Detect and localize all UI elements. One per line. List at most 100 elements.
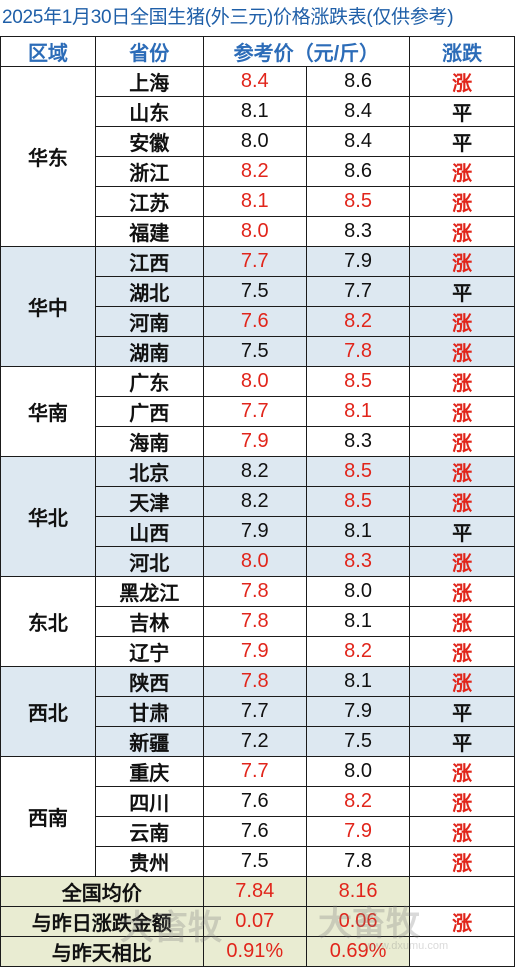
province-cell: 黑龙江 [94,576,204,607]
price-yesterday-cell: 7.6 [202,786,307,817]
price-today-cell: 8.2 [305,306,411,337]
price-today-cell: 8.2 [305,786,411,817]
summary-label: 与昨天相比 [0,936,204,967]
province-cell: 北京 [94,456,204,487]
price-today-cell: 8.3 [305,216,411,247]
trend-cell: 平 [409,96,515,127]
header-region: 区域 [0,36,96,67]
trend-cell: 涨 [409,816,515,847]
price-yesterday-cell: 7.7 [202,696,307,727]
price-yesterday-cell: 7.8 [202,576,307,607]
table-row: 华南 广东 8.0 8.5 涨 [0,366,515,457]
price-today-cell: 8.1 [305,396,411,427]
header-price: 参考价（元/斤） [202,36,411,67]
table-row: 西南 重庆 7.7 8.0 涨 [0,756,515,877]
trend-cell: 平 [409,516,515,547]
price-yesterday-cell: 8.0 [202,126,307,157]
province-cell: 吉林 [94,606,204,637]
province-cell: 山东 [94,96,204,127]
price-today-cell: 8.6 [305,66,411,97]
price-yesterday-cell: 8.0 [202,216,307,247]
region-cell: 西南 [0,756,96,877]
price-today-cell: 8.5 [305,486,411,517]
province-cell: 甘肃 [94,696,204,727]
province-cell: 河北 [94,546,204,577]
summary-yesterday: 0.07 [202,906,307,937]
price-yesterday-cell: 8.1 [202,186,307,217]
price-today-cell: 8.5 [305,186,411,217]
trend-cell: 涨 [409,396,515,427]
province-cell: 海南 [94,426,204,457]
summary-row: 与昨日涨跌金额 0.07 0.06 涨 [0,906,515,937]
summary-row: 全国均价 7.84 8.16 [0,876,515,907]
price-yesterday-cell: 7.9 [202,636,307,667]
header-trend: 涨跌 [409,36,515,67]
province-cell: 河南 [94,306,204,337]
price-today-cell: 8.4 [305,96,411,127]
summary-trend [409,876,515,907]
price-today-cell: 7.9 [305,816,411,847]
province-cell: 江苏 [94,186,204,217]
price-yesterday-cell: 7.5 [202,846,307,877]
price-today-cell: 8.3 [305,426,411,457]
province-cell: 天津 [94,486,204,517]
trend-cell: 涨 [409,366,515,397]
trend-cell: 平 [409,126,515,157]
province-cell: 山西 [94,516,204,547]
summary-row: 与昨天相比 0.91% 0.69% [0,936,515,967]
price-yesterday-cell: 8.1 [202,96,307,127]
summary-label: 全国均价 [0,876,204,907]
table-row: 山西 7.9 8.1 平 [1,516,515,547]
price-today-cell: 8.1 [305,606,411,637]
region-cell: 西北 [0,666,96,757]
summary-trend: 涨 [409,906,515,937]
province-cell: 贵州 [94,846,204,877]
summary-yesterday: 0.91% [202,936,307,967]
price-today-cell: 8.0 [305,576,411,607]
trend-cell: 涨 [409,576,515,607]
price-today-cell: 8.2 [305,636,411,667]
trend-cell: 平 [409,726,515,757]
region-cell: 华南 [0,366,96,457]
table-row: 河北 8.0 8.3 涨 [1,546,515,577]
trend-cell: 涨 [409,186,515,217]
region-cell: 华东 [0,66,96,247]
price-yesterday-cell: 8.2 [202,156,307,187]
price-yesterday-cell: 7.5 [202,276,307,307]
price-yesterday-cell: 7.9 [202,426,307,457]
province-cell: 辽宁 [94,636,204,667]
trend-cell: 涨 [409,846,515,877]
trend-cell: 涨 [409,486,515,517]
trend-cell: 涨 [409,456,515,487]
price-yesterday-cell: 7.7 [202,246,307,277]
region-cell: 华中 [0,246,96,367]
table-row: 甘肃 7.7 7.9 平 [1,696,515,727]
province-cell: 江西 [94,246,204,277]
trend-cell: 涨 [409,546,515,577]
price-today-cell: 8.5 [305,456,411,487]
province-cell: 安徽 [94,126,204,157]
summary-yesterday: 7.84 [202,876,307,907]
trend-cell: 涨 [409,426,515,457]
table-row: 浙江 8.2 8.6 涨 [1,156,515,187]
price-today-cell: 7.5 [305,726,411,757]
header-row: 区域 省份 参考价（元/斤） 涨跌 [0,36,515,67]
price-yesterday-cell: 7.2 [202,726,307,757]
price-yesterday-cell: 7.8 [202,666,307,697]
price-yesterday-cell: 7.8 [202,606,307,637]
price-yesterday-cell: 7.7 [202,396,307,427]
price-yesterday-cell: 7.5 [202,336,307,367]
table-row: 安徽 8.0 8.4 平 [1,126,515,157]
price-yesterday-cell: 7.9 [202,516,307,547]
trend-cell: 涨 [409,336,515,367]
trend-cell: 涨 [409,216,515,247]
province-cell: 浙江 [94,156,204,187]
summary-trend [409,936,515,967]
price-table: 区域 省份 参考价（元/斤） 涨跌 华东 上海 8.4 8.6 涨山东 8.1 8.4 平安徽… [0,36,515,967]
trend-cell: 涨 [409,246,515,277]
price-today-cell: 8.1 [305,666,411,697]
price-yesterday-cell: 7.6 [202,816,307,847]
province-cell: 重庆 [94,756,204,787]
table-row: 山东 8.1 8.4 平 [1,96,515,127]
price-today-cell: 7.8 [305,846,411,877]
